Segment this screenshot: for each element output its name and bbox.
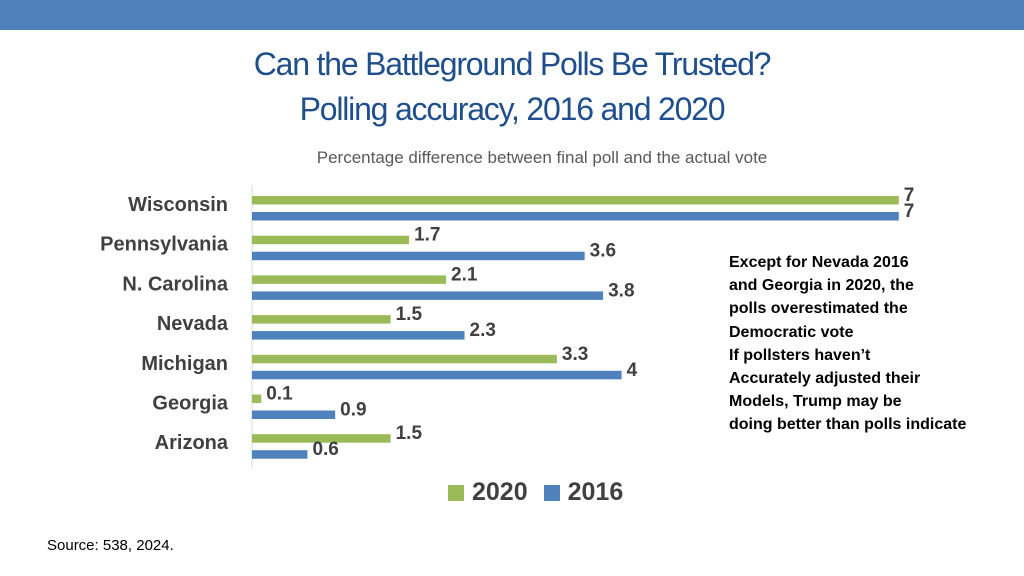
data-label-2020: 0.1: [266, 384, 293, 405]
category-label: Arizona: [155, 432, 229, 454]
data-label-2016: 4: [627, 360, 638, 381]
data-label-2016: 3.6: [590, 241, 616, 262]
annotation-line: and Georgia in 2020, the: [729, 277, 914, 295]
category-label: Nevada: [157, 313, 229, 335]
bar-2020: [252, 196, 899, 205]
chart-legend: 2020 2016: [448, 478, 639, 507]
legend-label-2020: 2020: [472, 478, 528, 506]
bar-2020: [252, 315, 391, 324]
annotation-line: doing better than polls indicate: [729, 416, 967, 434]
page-title: Can the Battleground Polls Be Trusted?: [253, 46, 772, 82]
legend-item-2020: 2020: [448, 478, 528, 507]
data-label-2020: 1.5: [396, 304, 423, 325]
bar-2016: [252, 251, 585, 261]
data-label-2020: 1.7: [414, 225, 440, 246]
data-label-2016: 7: [904, 201, 915, 222]
data-label-2020: 2.1: [451, 264, 478, 285]
bar-2016: [252, 370, 622, 380]
chart-subtitle: Percentage difference between final poll…: [316, 148, 768, 167]
legend-swatch-2016: [543, 484, 560, 501]
annotation-text: Except for Nevada 2016 and Georgia in 20…: [729, 251, 999, 437]
bar-2016: [252, 212, 899, 221]
bar-2016: [252, 410, 336, 419]
page-subtitle-title: Polling accuracy, 2016 and 2020: [299, 91, 726, 127]
category-label: Wisconsin: [128, 194, 228, 216]
bar-2016: [252, 450, 308, 459]
bar-chart: Wisconsin 77 Pennsylvania 1.7 3.6 N. Carolina…: [100, 185, 915, 468]
bar-2016: [252, 291, 604, 300]
data-label-2016: 0.9: [340, 400, 366, 421]
category-label: Pennsylvania: [100, 234, 229, 256]
bar-2016: [252, 331, 465, 340]
category-label: Georgia: [152, 393, 228, 415]
data-label-2016: 3.8: [608, 280, 634, 301]
annotation-line: If pollsters haven’t: [729, 346, 871, 364]
bar-2020: [252, 235, 410, 245]
annotation-line: Accurately adjusted their: [729, 370, 921, 388]
legend-item-2016: 2016: [543, 478, 624, 507]
bar-2020: [252, 434, 391, 443]
data-label-2016: 2.3: [470, 320, 496, 341]
data-label-2016: 0.6: [312, 439, 338, 460]
legend-label-2016: 2016: [567, 478, 624, 506]
annotation-line: Models, Trump may be: [729, 393, 902, 411]
bar-2020: [252, 354, 557, 364]
category-label: Michigan: [141, 353, 228, 375]
annotation-line: polls overestimated the: [729, 300, 908, 318]
annotation-line: Democratic vote: [729, 323, 854, 341]
data-label-2020: 1.5: [396, 423, 423, 444]
annotation-line: Except for Nevada 2016: [729, 254, 909, 271]
source-note: Source: 538, 2024.: [47, 537, 174, 554]
bar-2020: [252, 394, 262, 403]
data-label-2020: 3.3: [562, 344, 588, 365]
data-label-2020: 7: [904, 185, 915, 206]
category-label: N. Carolina: [122, 273, 228, 295]
legend-swatch-2020: [448, 484, 464, 501]
bar-2020: [252, 275, 447, 284]
top-accent-bar: [0, 0, 1024, 30]
